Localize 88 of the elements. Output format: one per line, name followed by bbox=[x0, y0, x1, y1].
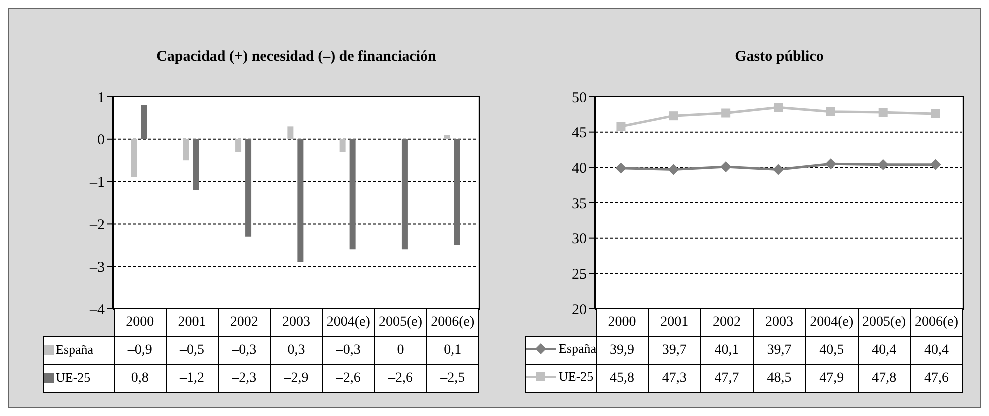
x-tick-label: 2002 bbox=[218, 308, 270, 336]
x-tick-label: 2004(e) bbox=[806, 308, 858, 336]
data-label: –0,3 bbox=[218, 336, 270, 364]
bar bbox=[298, 139, 304, 262]
y-tick-label: 20 bbox=[572, 302, 587, 318]
x-tick-label: 2000 bbox=[596, 308, 648, 336]
point bbox=[930, 159, 942, 170]
data-label: 0,3 bbox=[270, 336, 323, 364]
y-tick-label: 30 bbox=[572, 232, 587, 248]
x-tick-label: 2005(e) bbox=[858, 308, 911, 336]
data-label: 0 bbox=[374, 336, 427, 364]
x-tick-label: 2004(e) bbox=[322, 308, 375, 336]
y-tick-label: 40 bbox=[572, 160, 587, 177]
chart-title: Gasto público bbox=[734, 49, 825, 66]
y-tick-label: 25 bbox=[572, 266, 587, 283]
y-tick-label: 45 bbox=[572, 126, 587, 142]
data-label: 47,9 bbox=[806, 364, 858, 392]
bar bbox=[454, 139, 460, 246]
point bbox=[825, 158, 836, 170]
data-label: –2,6 bbox=[374, 364, 427, 392]
data-label: 40,1 bbox=[700, 336, 754, 364]
data-label: 40,4 bbox=[858, 336, 911, 364]
data-label: 39,7 bbox=[648, 336, 701, 364]
data-label: –2,5 bbox=[426, 364, 479, 392]
point bbox=[774, 103, 783, 112]
y-tick-label: –3 bbox=[89, 260, 105, 276]
point bbox=[616, 162, 627, 174]
y-tick-label: 35 bbox=[572, 196, 587, 212]
point bbox=[616, 122, 626, 132]
bar bbox=[183, 139, 190, 161]
x-tick-label: 2003 bbox=[270, 308, 323, 336]
point bbox=[878, 159, 889, 170]
point bbox=[773, 164, 784, 176]
point bbox=[931, 109, 940, 118]
point bbox=[878, 108, 888, 118]
point bbox=[720, 161, 732, 172]
bar bbox=[340, 139, 346, 152]
data-label: –0,5 bbox=[166, 336, 218, 364]
data-label: 47,3 bbox=[648, 364, 701, 392]
y-tick-label: 1 bbox=[98, 90, 105, 106]
data-label: –2,3 bbox=[218, 364, 270, 392]
x-tick-label: 2002 bbox=[700, 308, 754, 336]
bar bbox=[288, 126, 294, 140]
legend-label: España bbox=[55, 342, 94, 358]
bar bbox=[444, 135, 450, 140]
bar bbox=[246, 139, 252, 237]
data-label: –1,2 bbox=[166, 364, 218, 392]
data-label: –0,3 bbox=[322, 336, 375, 364]
point bbox=[669, 112, 678, 121]
bar bbox=[141, 105, 148, 140]
data-label: –2,6 bbox=[322, 364, 375, 392]
bar bbox=[131, 139, 138, 178]
data-label: –2,9 bbox=[270, 364, 323, 392]
y-tick-label: 50 bbox=[572, 90, 587, 106]
x-tick-label: 2003 bbox=[753, 308, 806, 336]
data-label: 0,1 bbox=[426, 336, 479, 364]
x-tick-label: 2005(e) bbox=[374, 308, 427, 336]
point bbox=[722, 108, 731, 118]
data-label: 47,7 bbox=[700, 364, 754, 392]
data-label: 40,4 bbox=[910, 336, 963, 364]
chart-title: Capacidad (+) necesidad (–) de financiación bbox=[156, 49, 438, 66]
legend-label: España bbox=[558, 341, 597, 357]
x-tick-label: 2006(e) bbox=[910, 308, 963, 336]
legend-label: UE-25 bbox=[558, 369, 594, 385]
data-label: 40,5 bbox=[806, 336, 858, 364]
x-tick-label: 2006(e) bbox=[426, 308, 479, 336]
data-label: 39,7 bbox=[753, 336, 806, 364]
point bbox=[668, 164, 680, 176]
bar bbox=[402, 139, 408, 250]
y-tick-label: 0 bbox=[98, 132, 105, 149]
y-tick-label: –1 bbox=[89, 175, 105, 192]
bar bbox=[350, 139, 356, 250]
data-label: 39,9 bbox=[596, 336, 648, 364]
data-label: 45,8 bbox=[596, 364, 648, 392]
bar bbox=[193, 139, 200, 190]
legend-label: UE-25 bbox=[55, 370, 91, 386]
x-tick-label: 2000 bbox=[114, 308, 166, 336]
data-label: 47,8 bbox=[858, 364, 911, 392]
x-tick-label: 2001 bbox=[166, 308, 218, 336]
data-label: 0,8 bbox=[114, 364, 166, 392]
data-label: –0,9 bbox=[114, 336, 166, 364]
data-label: 48,5 bbox=[753, 364, 806, 392]
y-tick-label: –2 bbox=[89, 218, 105, 234]
point bbox=[826, 107, 836, 116]
y-tick-label: –4 bbox=[89, 302, 106, 318]
x-tick-label: 2001 bbox=[648, 308, 701, 336]
bar bbox=[236, 139, 242, 152]
data-label: 47,6 bbox=[910, 364, 963, 392]
